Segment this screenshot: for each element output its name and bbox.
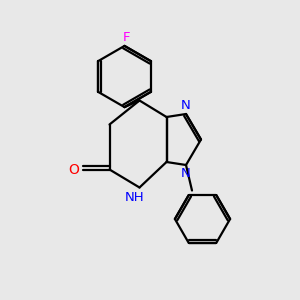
Text: F: F <box>122 31 130 44</box>
Text: O: O <box>69 163 80 176</box>
Text: N: N <box>181 99 191 112</box>
Text: N: N <box>181 167 191 180</box>
Text: NH: NH <box>124 190 144 204</box>
